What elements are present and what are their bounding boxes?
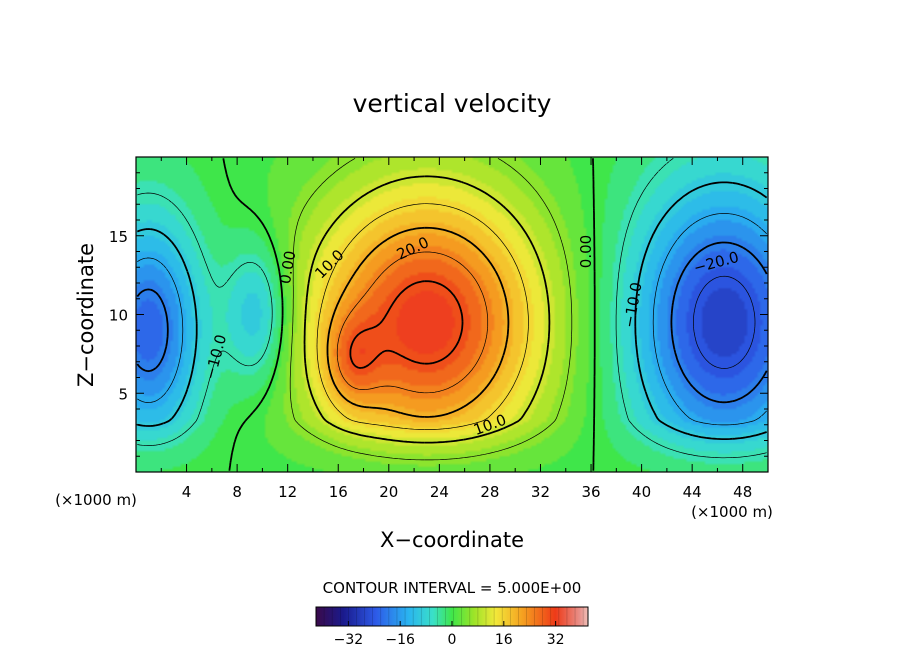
colorbar: −32 −16 0 16 32 [315, 606, 589, 648]
x-tick-label: 48 [733, 483, 752, 501]
contour-lines [136, 158, 768, 471]
y-tick-label: 10 [109, 307, 128, 325]
x-tick-label: 36 [581, 483, 600, 501]
x-tick-label: 40 [632, 483, 651, 501]
y-tick-label: 15 [109, 228, 128, 246]
contour-label: 0.00 [577, 235, 595, 268]
colorbar-tick-label: −16 [385, 632, 415, 648]
x-tick-label: 24 [430, 483, 449, 501]
x-tick-label: 8 [232, 483, 242, 501]
colorbar-tick-label: 16 [495, 632, 513, 648]
x-axis-label: X−coordinate [380, 528, 524, 552]
contour-label: 0.00 [276, 249, 300, 285]
x-unit-left: (×1000 m) [55, 491, 137, 509]
colorbar-bands [315, 607, 584, 626]
x-tick-label: 44 [683, 483, 702, 501]
heatmap-image [136, 157, 768, 472]
x-tick-label: 32 [531, 483, 550, 501]
y-axis-label: Z−coordinate [74, 243, 98, 387]
colorbar-tick-label: −32 [334, 632, 364, 648]
contour-level [136, 241, 768, 404]
x-tick-label: 12 [278, 483, 297, 501]
x-tick-label: 20 [379, 483, 398, 501]
colorbar-ticks: −32 −16 0 16 32 [334, 621, 565, 648]
colorbar-tick-label: 32 [547, 632, 565, 648]
contour-level [289, 158, 573, 461]
contour-interval-text: CONTOUR INTERVAL = 5.000E+00 [323, 579, 582, 597]
heatmap-field [136, 157, 768, 472]
contour-level [136, 181, 768, 440]
contour-level [336, 251, 489, 394]
y-axis: 5 10 15 [109, 172, 768, 457]
x-unit-right: (×1000 m) [691, 503, 773, 521]
x-axis: 4 8 12 16 20 24 28 32 36 40 44 48 [160, 157, 752, 501]
x-tick-label: 16 [329, 483, 348, 501]
contour-level [303, 175, 551, 444]
colorbar-tick-label: 0 [448, 632, 457, 648]
contour-level [137, 213, 767, 426]
contour-level [222, 158, 596, 471]
x-tick-label: 4 [182, 483, 192, 501]
x-tick-label: 28 [480, 483, 499, 501]
contour-level [326, 226, 510, 418]
contour-level [349, 280, 464, 369]
contour-level [316, 203, 529, 430]
contour-level [693, 275, 756, 369]
y-tick-label: 5 [118, 385, 128, 403]
contour-level [137, 158, 767, 459]
chart-title: vertical velocity [353, 89, 552, 118]
